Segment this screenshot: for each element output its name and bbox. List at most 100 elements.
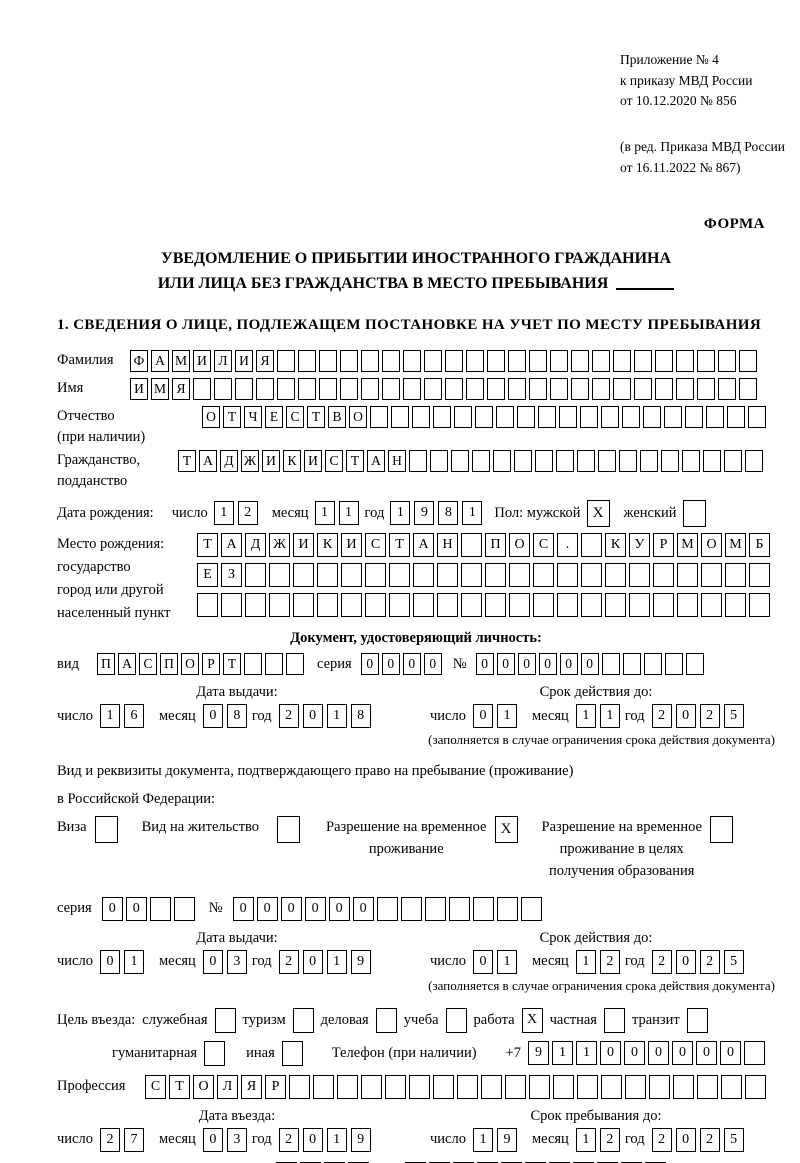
char-cell[interactable]: [245, 592, 266, 617]
char-cell[interactable]: 0: [472, 949, 493, 974]
char-cell[interactable]: 2: [651, 704, 672, 729]
char-cell[interactable]: [592, 349, 610, 372]
char-cell[interactable]: [451, 449, 469, 472]
char-cell[interactable]: 1: [390, 501, 411, 526]
char-cell[interactable]: С: [286, 405, 304, 428]
char-cell[interactable]: [341, 592, 362, 617]
visa-checkbox[interactable]: [94, 815, 118, 843]
char-cell[interactable]: 2: [237, 501, 258, 526]
char-cell[interactable]: [597, 1161, 619, 1163]
char-cell[interactable]: 0: [559, 653, 578, 676]
char-cell[interactable]: [581, 532, 602, 557]
char-cell[interactable]: [382, 349, 400, 372]
char-cell[interactable]: [749, 592, 770, 617]
char-cell[interactable]: [496, 896, 518, 921]
char-cell[interactable]: 0: [429, 1161, 451, 1163]
char-cell[interactable]: [745, 449, 763, 472]
char-cell[interactable]: [749, 562, 770, 587]
char-cell[interactable]: [685, 405, 703, 428]
char-cell[interactable]: 0: [623, 1041, 645, 1066]
char-cell[interactable]: [361, 1074, 382, 1099]
char-cell[interactable]: 1: [599, 704, 620, 729]
char-cell[interactable]: [529, 349, 547, 372]
char-cell[interactable]: Ф: [130, 349, 148, 372]
char-cell[interactable]: [508, 349, 526, 372]
char-cell[interactable]: 0: [348, 1161, 370, 1163]
char-cell[interactable]: [677, 562, 698, 587]
char-cell[interactable]: 2: [699, 704, 720, 729]
purpose-transit-checkbox[interactable]: [686, 1007, 708, 1033]
char-cell[interactable]: 0: [280, 896, 302, 921]
char-cell[interactable]: 0: [475, 653, 494, 676]
char-cell[interactable]: [389, 592, 410, 617]
char-cell[interactable]: [370, 405, 388, 428]
char-cell[interactable]: 2: [651, 1127, 672, 1152]
sex-female-checkbox[interactable]: [682, 499, 706, 527]
char-cell[interactable]: 1: [213, 501, 234, 526]
char-cell[interactable]: 0: [525, 1161, 547, 1163]
char-cell[interactable]: 0: [695, 1041, 717, 1066]
char-cell[interactable]: 2: [278, 704, 299, 729]
char-cell[interactable]: 0: [125, 896, 147, 921]
char-cell[interactable]: Л: [214, 349, 232, 372]
char-cell[interactable]: [413, 562, 434, 587]
char-cell[interactable]: [661, 449, 679, 472]
char-cell[interactable]: [269, 562, 290, 587]
char-cell[interactable]: [461, 532, 482, 557]
char-cell[interactable]: Т: [389, 532, 410, 557]
char-cell[interactable]: [461, 562, 482, 587]
char-cell[interactable]: 0: [300, 1161, 322, 1163]
char-cell[interactable]: [409, 1074, 430, 1099]
char-cell[interactable]: [643, 405, 661, 428]
char-cell[interactable]: 0: [101, 896, 123, 921]
char-cell[interactable]: [461, 592, 482, 617]
char-cell[interactable]: [581, 592, 602, 617]
char-cell[interactable]: И: [235, 349, 253, 372]
char-cell[interactable]: [706, 405, 724, 428]
char-cell[interactable]: [580, 405, 598, 428]
char-cell[interactable]: 0: [202, 1127, 223, 1152]
char-cell[interactable]: [509, 562, 530, 587]
char-cell[interactable]: [244, 653, 262, 676]
char-cell[interactable]: 1: [326, 704, 347, 729]
char-cell[interactable]: 2: [699, 949, 720, 974]
char-cell[interactable]: [265, 653, 283, 676]
char-cell[interactable]: И: [262, 449, 280, 472]
char-cell[interactable]: И: [341, 532, 362, 557]
char-cell[interactable]: [643, 653, 662, 676]
char-cell[interactable]: [487, 349, 505, 372]
purpose-official-checkbox[interactable]: [214, 1007, 236, 1033]
char-cell[interactable]: [508, 377, 526, 400]
char-cell[interactable]: [517, 405, 535, 428]
char-cell[interactable]: [433, 405, 451, 428]
char-cell[interactable]: 0: [381, 653, 400, 676]
char-cell[interactable]: [664, 405, 682, 428]
char-cell[interactable]: О: [701, 532, 722, 557]
char-cell[interactable]: [601, 1074, 622, 1099]
char-cell[interactable]: [481, 1074, 502, 1099]
char-cell[interactable]: [571, 377, 589, 400]
char-cell[interactable]: [487, 377, 505, 400]
char-cell[interactable]: 9: [527, 1041, 549, 1066]
char-cell[interactable]: 1: [326, 1127, 347, 1152]
char-cell[interactable]: 0: [352, 896, 374, 921]
char-cell[interactable]: [622, 653, 641, 676]
char-cell[interactable]: 0: [423, 653, 442, 676]
char-cell[interactable]: 0: [675, 949, 696, 974]
char-cell[interactable]: [613, 349, 631, 372]
char-cell[interactable]: [382, 377, 400, 400]
char-cell[interactable]: [286, 653, 304, 676]
char-cell[interactable]: [337, 1074, 358, 1099]
char-cell[interactable]: П: [485, 532, 506, 557]
char-cell[interactable]: С: [533, 532, 554, 557]
char-cell[interactable]: [625, 1074, 646, 1099]
char-cell[interactable]: К: [283, 449, 301, 472]
char-cell[interactable]: 8: [350, 704, 371, 729]
char-cell[interactable]: [376, 896, 398, 921]
char-cell[interactable]: 0: [501, 1161, 523, 1163]
char-cell[interactable]: [235, 377, 253, 400]
char-cell[interactable]: [424, 377, 442, 400]
char-cell[interactable]: [724, 449, 742, 472]
char-cell[interactable]: [703, 449, 721, 472]
char-cell[interactable]: [559, 405, 577, 428]
